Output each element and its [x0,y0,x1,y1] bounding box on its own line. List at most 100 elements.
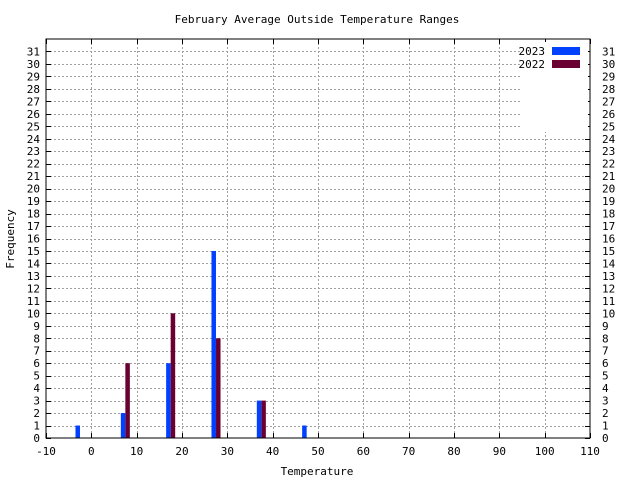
x-tick-label: -10 [36,445,56,458]
y-tick-label-left: 0 [33,432,40,445]
y-tick-label-right: 1 [602,420,609,433]
x-tick-label: 10 [130,445,143,458]
y-tick-label-right: 23 [602,145,615,158]
y-tick-label-right: 4 [602,382,609,395]
x-tick-label: 90 [493,445,506,458]
y-tick-label-left: 2 [33,407,40,420]
y-tick-label-right: 26 [602,108,615,121]
y-tick-label-right: 21 [602,170,615,183]
y-tick-label-left: 13 [27,270,40,283]
y-tick-label-right: 7 [602,345,609,358]
y-tick-label-right: 22 [602,158,615,171]
y-tick-label-left: 4 [33,382,40,395]
y-tick-label-left: 7 [33,345,40,358]
x-tick-label: 70 [402,445,415,458]
y-tick-label-left: 21 [27,170,40,183]
y-tick-label-right: 17 [602,220,615,233]
y-tick-label-left: 28 [27,83,40,96]
y-tick-label-left: 1 [33,420,40,433]
y-tick-label-right: 10 [602,307,615,320]
y-tick-label-left: 22 [27,158,40,171]
bars [75,250,307,438]
y-tick-label-left: 31 [27,45,40,58]
x-tick-label: 110 [580,445,600,458]
y-tick-label-left: 29 [27,70,40,83]
y-tick-label-left: 25 [27,120,40,133]
x-tick-label: 40 [266,445,279,458]
y-tick-label-left: 27 [27,95,40,108]
y-tick-label-left: 26 [27,108,40,121]
y-tick-label-left: 30 [27,58,40,71]
y-tick-label-left: 19 [27,195,40,208]
bar-2022 [216,338,221,438]
y-axis-label: Frequency [4,209,17,269]
y-tick-label-right: 18 [602,208,615,221]
y-tick-label-right: 20 [602,183,615,196]
y-tick-label-right: 24 [602,133,616,146]
x-tick-label: 0 [88,445,95,458]
y-tick-label-right: 13 [602,270,615,283]
y-tick-label-left: 23 [27,145,40,158]
y-tick-label-left: 14 [27,257,41,270]
y-tick-label-left: 3 [33,395,40,408]
y-tick-label-right: 3 [602,395,609,408]
y-tick-label-left: 12 [27,282,40,295]
y-tick-label-left: 10 [27,307,40,320]
y-axis-ticks-right: 0123456789101112131415161718192021222324… [585,45,616,445]
x-tick-label: 20 [175,445,188,458]
x-tick-label: 80 [447,445,460,458]
bar-2023 [120,413,126,438]
y-tick-label-right: 8 [602,332,609,345]
y-tick-label-right: 25 [602,120,615,133]
y-tick-label-right: 27 [602,95,615,108]
y-tick-label-right: 0 [602,432,609,445]
y-tick-label-right: 9 [602,320,609,333]
y-axis-ticks-left: 0123456789101112131415161718192021222324… [27,45,51,445]
y-tick-label-right: 31 [602,45,615,58]
bar-2023 [166,363,171,438]
y-tick-label-right: 29 [602,70,615,83]
y-tick-label-right: 15 [602,245,615,258]
bar-2022 [261,400,266,438]
x-axis-label: Temperature [281,465,354,478]
legend-swatch-2022 [552,60,580,68]
legend-label-2022: 2022 [519,58,546,71]
bar-2022 [125,363,130,438]
y-tick-label-right: 30 [602,58,615,71]
y-tick-label-right: 19 [602,195,615,208]
bar-2023 [256,400,262,438]
y-tick-label-left: 24 [27,133,41,146]
x-tick-label: 60 [357,445,370,458]
legend-background [520,42,588,132]
chart-title: February Average Outside Temperature Ran… [175,13,460,26]
y-tick-label-left: 20 [27,183,40,196]
y-tick-label-left: 5 [33,370,40,383]
x-tick-label: 30 [221,445,234,458]
grid [46,39,590,438]
y-tick-label-left: 15 [27,245,40,258]
y-tick-label-left: 16 [27,233,40,246]
x-tick-label: 50 [311,445,324,458]
y-tick-label-right: 16 [602,233,615,246]
x-axis-ticks: -10 0 10 20 30 40 50 60 70 80 90 100 110 [36,39,600,458]
bar-2023 [75,425,80,438]
y-tick-label-right: 12 [602,282,615,295]
y-tick-label-left: 11 [27,295,40,308]
y-tick-label-left: 17 [27,220,40,233]
legend-swatch-2023 [552,47,580,55]
y-tick-label-right: 5 [602,370,609,383]
y-tick-label-right: 6 [602,357,609,370]
plot-border [45,38,591,439]
y-tick-label-right: 28 [602,83,615,96]
y-tick-label-left: 18 [27,208,40,221]
y-tick-label-left: 9 [33,320,40,333]
bar-2022 [170,313,176,438]
legend-label-2023: 2023 [519,45,546,58]
y-tick-label-left: 6 [33,357,40,370]
y-tick-label-right: 2 [602,407,609,420]
bar-2023 [302,425,307,438]
bar-2023 [211,250,216,438]
y-tick-label-left: 8 [33,332,40,345]
y-tick-label-right: 11 [602,295,615,308]
